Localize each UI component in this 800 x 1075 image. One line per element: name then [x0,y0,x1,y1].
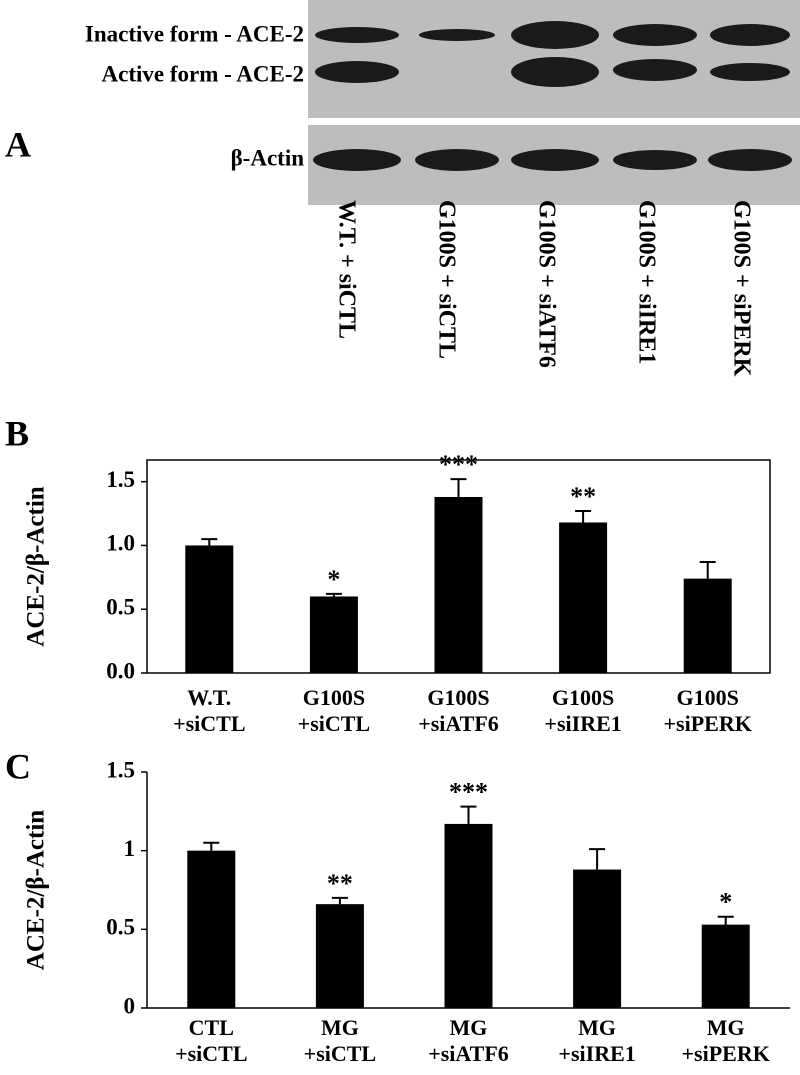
x-tick-label: MG +siIRE1 [558,1015,636,1066]
bar [434,496,483,673]
panel-label: C [5,746,31,786]
y-axis-label: ACE-2/β-Actin [23,810,50,970]
x-tick-label: MG +siATF6 [428,1015,509,1066]
band-label: Inactive form - ACE-2 [85,21,304,46]
significance-label: * [719,888,732,917]
x-tick-label: MG +siCTL [303,1015,377,1066]
y-tick-label: 0 [124,993,136,1018]
y-tick-label: 1 [124,836,136,861]
significance-label: ** [327,869,353,898]
bar [559,522,608,673]
y-tick-label: 0.5 [106,915,135,940]
bar [683,578,732,673]
lane-label: G100S + siATF6 [533,200,559,368]
lane-label: W.T. + siCTL [333,200,359,339]
lane-label: G100S + siPERK [728,200,754,377]
bar [187,850,236,1008]
x-tick-label: G100S +siIRE1 [544,685,622,736]
x-tick-label: CTL +siCTL [175,1015,248,1066]
x-tick-label: W.T. +siCTL [173,685,246,736]
x-tick-label: MG +siPERK [681,1015,770,1066]
x-tick-label: G100S +siCTL [297,685,371,736]
bar [573,869,622,1008]
significance-label: *** [449,778,488,807]
y-tick-label: 0.0 [106,658,135,683]
bar [444,823,493,1008]
bar [309,596,358,673]
blot-bands [313,21,792,171]
significance-label: ** [570,482,596,511]
bar [185,545,234,673]
band-label: Active form - ACE-2 [102,61,304,86]
y-tick-label: 0.5 [106,595,135,620]
significance-label: * [327,565,340,594]
bar [701,924,750,1008]
bar [315,904,364,1008]
panel-label: B [5,413,29,453]
x-tick-label: G100S +siPERK [663,685,752,736]
panel-label: A [5,124,31,164]
y-tick-label: 1.0 [106,531,135,556]
y-axis-label: ACE-2/β-Actin [23,486,50,646]
lane-label: G100S + siIRE1 [633,200,659,364]
x-tick-label: G100S +siATF6 [418,685,499,736]
significance-label: *** [439,450,478,479]
y-tick-label: 1.5 [106,467,135,492]
lane-label: G100S + siCTL [433,200,459,359]
y-tick-label: 1.5 [106,757,135,782]
band-label: β-Actin [231,145,305,170]
